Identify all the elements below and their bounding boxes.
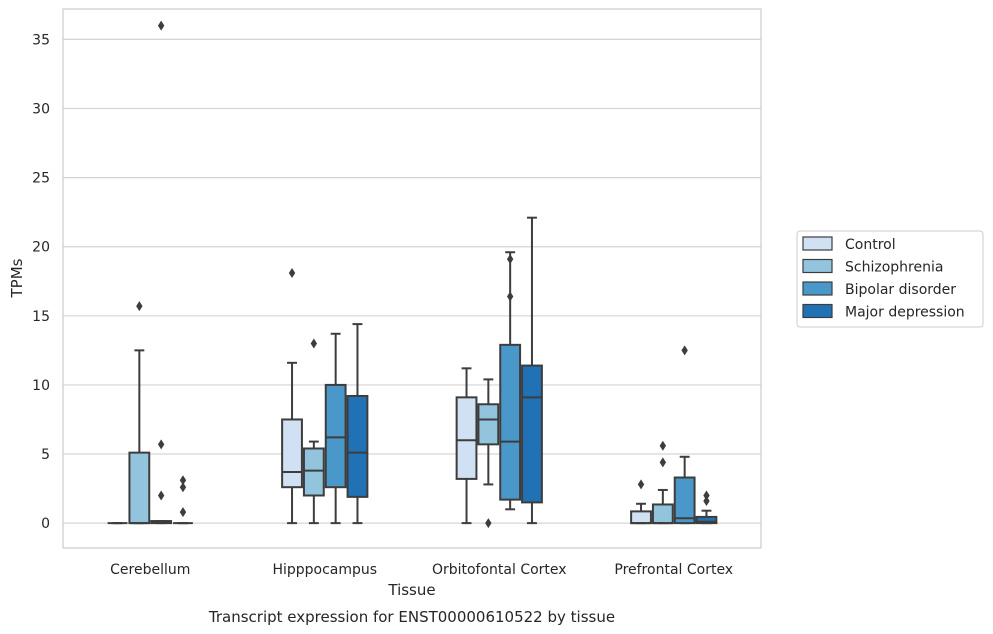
box-major-depression	[695, 490, 718, 525]
box-iqr	[346, 394, 369, 498]
box-iqr	[673, 476, 696, 525]
outlier-point	[157, 490, 165, 501]
outlier-point	[659, 457, 667, 468]
legend-swatch	[802, 258, 833, 274]
outlier-point	[179, 475, 187, 486]
box-schizophrenia	[128, 301, 151, 525]
box-bipolar-disorder	[673, 345, 696, 525]
legend-label: Control	[845, 237, 896, 253]
outlier-point	[659, 440, 667, 451]
outlier-point	[310, 338, 318, 349]
box-iqr	[651, 503, 674, 525]
y-tick-label: 35	[32, 32, 50, 48]
x-tick-label: Hipppocampus	[272, 562, 377, 578]
box-schizophrenia	[302, 338, 325, 525]
legend-frame	[796, 230, 984, 328]
outlier-point	[703, 490, 710, 501]
y-tick-label: 0	[41, 516, 50, 532]
outlier-point	[157, 439, 165, 450]
box-iqr	[281, 418, 303, 489]
outlier-point	[179, 482, 187, 493]
legend-label: Bipolar disorder	[845, 282, 956, 298]
x-tick-label: Prefrontal Cortex	[614, 562, 733, 578]
box-iqr	[521, 364, 543, 504]
box-bipolar-disorder	[150, 20, 173, 525]
box-control	[455, 367, 478, 525]
x-tick-label: Orbitofontal Cortex	[432, 562, 567, 578]
box-iqr	[324, 383, 347, 489]
outlier-point	[136, 301, 143, 312]
legend-swatch	[802, 236, 833, 251]
y-axis-label: TPMs	[8, 258, 26, 298]
outlier-point	[637, 479, 645, 490]
legend: Control Schizophrenia Bipolar disorder Majo…	[796, 230, 984, 328]
legend-swatch	[802, 281, 833, 296]
box-groups	[107, 20, 718, 529]
box-major-depression	[173, 475, 193, 525]
x-tick-label: Cerebellum	[110, 562, 190, 578]
box-iqr	[302, 447, 325, 497]
x-axis-ticks: Cerebellum Hipppocampus Orbitofontal Corte…	[110, 562, 733, 578]
box-iqr	[630, 510, 652, 525]
box-iqr	[499, 343, 522, 501]
y-tick-label: 30	[32, 102, 50, 118]
outlier-point	[179, 507, 187, 518]
outlier-point	[506, 254, 514, 265]
box-control	[281, 267, 303, 525]
outlier-point	[506, 291, 514, 302]
outlier-point	[288, 267, 296, 278]
box-iqr	[695, 515, 718, 525]
grid-lines	[63, 38, 761, 524]
x-axis-label: Tissue	[387, 581, 435, 599]
box-bipolar-disorder	[324, 332, 347, 525]
outlier-point	[681, 345, 688, 356]
outlier-point	[485, 518, 492, 529]
legend-label: Major depression	[845, 305, 965, 321]
plot-area-frame	[62, 8, 762, 549]
box-iqr	[128, 451, 151, 525]
y-tick-label: 10	[32, 378, 50, 394]
box-major-depression	[346, 323, 369, 525]
y-tick-label: 25	[32, 171, 50, 187]
y-tick-label: 15	[32, 309, 50, 325]
box-major-depression	[521, 216, 543, 525]
box-bipolar-disorder	[499, 251, 522, 511]
legend-label: Schizophrenia	[845, 260, 943, 276]
y-tick-label: 5	[41, 447, 50, 463]
box-schizophrenia	[651, 440, 674, 525]
y-axis-ticks: 0 5 10 15 20 25 30 35	[32, 32, 50, 532]
box-iqr	[455, 396, 478, 480]
box-iqr	[477, 403, 500, 446]
box-schizophrenia	[477, 378, 500, 529]
chart-title: Transcript expression for ENST0000061052…	[208, 608, 615, 626]
box-control	[630, 479, 652, 525]
outlier-point	[157, 20, 165, 31]
legend-swatch	[802, 303, 833, 319]
outlier-point	[703, 496, 710, 507]
y-tick-label: 20	[32, 240, 50, 256]
